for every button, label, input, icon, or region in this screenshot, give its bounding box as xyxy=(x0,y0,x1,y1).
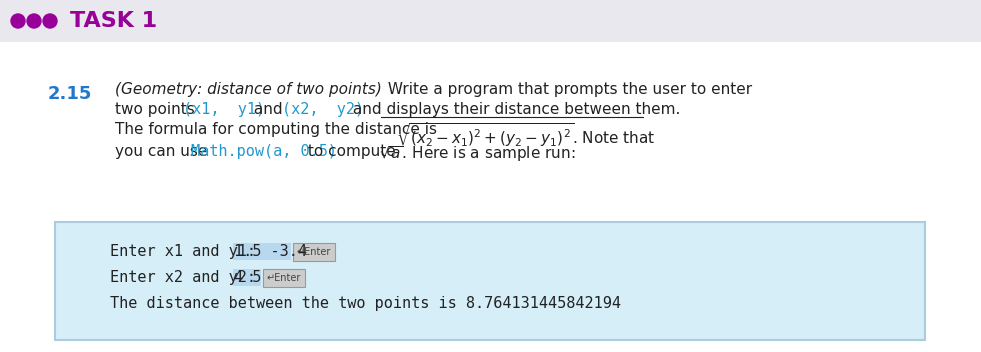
Text: Math.pow(a, 0.5): Math.pow(a, 0.5) xyxy=(191,144,337,159)
FancyBboxPatch shape xyxy=(0,0,981,42)
Text: Enter x2 and y2:: Enter x2 and y2: xyxy=(110,270,265,285)
FancyBboxPatch shape xyxy=(293,243,335,261)
Text: and displays their distance between them.: and displays their distance between them… xyxy=(348,102,681,117)
FancyBboxPatch shape xyxy=(263,269,305,287)
Text: Enter x1 and y1:: Enter x1 and y1: xyxy=(110,244,265,259)
Text: $\sqrt{a}$. Here is a sample run:: $\sqrt{a}$. Here is a sample run: xyxy=(379,144,576,164)
Text: The formula for computing the distance is: The formula for computing the distance i… xyxy=(115,122,441,137)
FancyBboxPatch shape xyxy=(55,222,925,340)
Text: ↵Enter: ↵Enter xyxy=(297,247,332,257)
Text: (Geometry: distance of two points): (Geometry: distance of two points) xyxy=(115,82,382,97)
Text: 4 5: 4 5 xyxy=(234,270,261,285)
Circle shape xyxy=(11,14,25,28)
Text: two points: two points xyxy=(115,102,199,117)
FancyBboxPatch shape xyxy=(233,243,291,260)
Circle shape xyxy=(27,14,41,28)
Text: $\sqrt{(x_2 - x_1)^2 + (y_2 - y_1)^2}$. Note that: $\sqrt{(x_2 - x_1)^2 + (y_2 - y_1)^2}$. … xyxy=(396,122,655,149)
Text: to compute: to compute xyxy=(303,144,400,159)
Circle shape xyxy=(43,14,57,28)
Text: 1.5 -3.4: 1.5 -3.4 xyxy=(234,244,307,259)
Text: ↵Enter: ↵Enter xyxy=(267,273,301,283)
Text: The distance between the two points is 8.764131445842194: The distance between the two points is 8… xyxy=(110,296,621,311)
Text: Write a program that prompts the user to enter: Write a program that prompts the user to… xyxy=(383,82,752,97)
Text: and: and xyxy=(249,102,287,117)
FancyBboxPatch shape xyxy=(233,269,261,286)
Text: TASK 1: TASK 1 xyxy=(70,11,157,31)
Text: you can use: you can use xyxy=(115,144,212,159)
Text: (x2,  y2): (x2, y2) xyxy=(282,102,364,117)
Text: (x1,  y1): (x1, y1) xyxy=(183,102,265,117)
Text: 2.15: 2.15 xyxy=(48,85,92,103)
